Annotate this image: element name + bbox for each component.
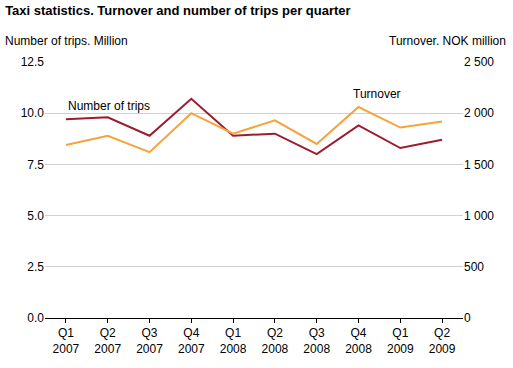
svg-text:5.0: 5.0: [27, 209, 44, 223]
svg-text:Q22007: Q22007: [94, 326, 121, 356]
svg-text:Q12007: Q12007: [53, 326, 80, 356]
svg-text:Turnover: Turnover: [353, 87, 401, 101]
svg-text:Turnover. NOK million: Turnover. NOK million: [389, 34, 506, 48]
svg-text:Number of trips. Million: Number of trips. Million: [5, 34, 128, 48]
svg-text:Q32008: Q32008: [303, 326, 330, 356]
svg-text:2 500: 2 500: [464, 55, 494, 69]
svg-text:Q42007: Q42007: [178, 326, 205, 356]
svg-text:Q12009: Q12009: [387, 326, 414, 356]
svg-text:1 500: 1 500: [464, 158, 494, 172]
svg-text:Q42008: Q42008: [345, 326, 372, 356]
svg-text:Q32007: Q32007: [136, 326, 163, 356]
svg-text:7.5: 7.5: [27, 158, 44, 172]
svg-text:0.0: 0.0: [27, 311, 44, 325]
svg-text:Taxi statistics. Turnover and: Taxi statistics. Turnover and number of …: [5, 3, 351, 18]
svg-text:2 000: 2 000: [464, 106, 494, 120]
svg-text:500: 500: [464, 260, 484, 274]
svg-text:1 000: 1 000: [464, 209, 494, 223]
svg-text:Number of trips: Number of trips: [68, 99, 150, 113]
svg-text:Q22009: Q22009: [429, 326, 456, 356]
svg-text:0: 0: [464, 311, 471, 325]
svg-text:10.0: 10.0: [21, 106, 45, 120]
svg-text:2.5: 2.5: [27, 260, 44, 274]
svg-text:Q22008: Q22008: [262, 326, 289, 356]
svg-text:Q12008: Q12008: [220, 326, 247, 356]
svg-text:12.5: 12.5: [21, 55, 45, 69]
